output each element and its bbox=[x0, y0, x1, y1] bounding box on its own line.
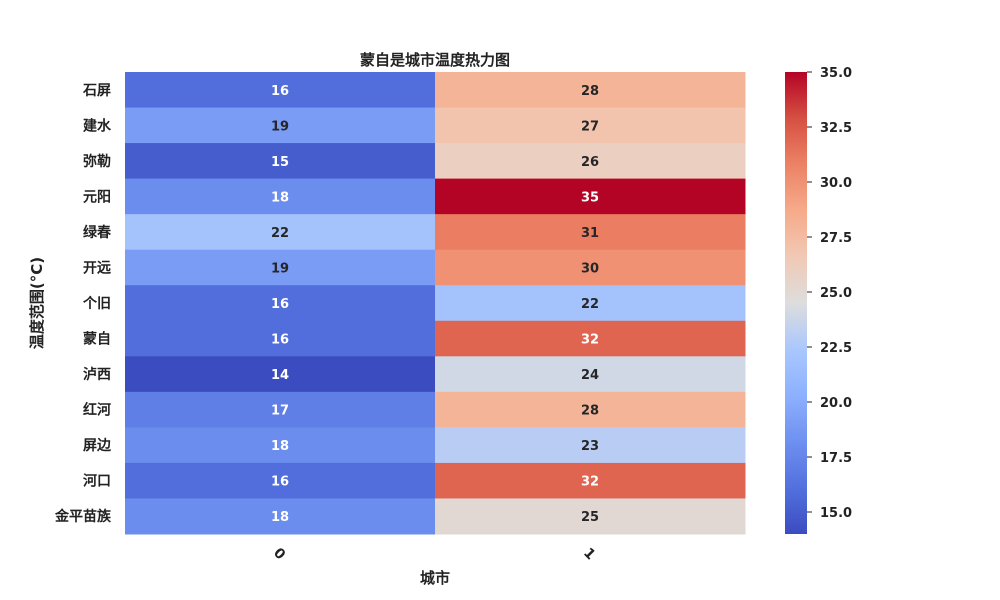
heatmap-cell bbox=[435, 249, 746, 286]
heatmap-cell bbox=[435, 72, 746, 109]
heatmap-cell bbox=[435, 462, 746, 499]
cell-value-label: 32 bbox=[581, 333, 599, 348]
heatmap-cell bbox=[125, 462, 436, 499]
colorbar-tick-label: 35.0 bbox=[820, 66, 852, 81]
colorbar bbox=[785, 72, 807, 534]
cell-value-label: 18 bbox=[271, 439, 289, 454]
cell-value-label: 28 bbox=[581, 84, 599, 99]
y-tick-label: 石屏 bbox=[82, 83, 111, 99]
cell-value-label: 22 bbox=[271, 226, 289, 241]
heatmap-cell bbox=[435, 143, 746, 180]
cell-value-label: 26 bbox=[581, 155, 599, 170]
heatmap-cell bbox=[125, 178, 436, 215]
heatmap-cell bbox=[435, 285, 746, 322]
heatmap-cell bbox=[125, 391, 436, 428]
colorbar-tick-label: 25.0 bbox=[820, 286, 852, 301]
heatmap-cell bbox=[435, 214, 746, 251]
cell-value-label: 32 bbox=[581, 475, 599, 490]
cell-value-label: 22 bbox=[581, 297, 599, 312]
cell-value-label: 31 bbox=[581, 226, 599, 241]
cell-value-label: 16 bbox=[271, 333, 289, 348]
heatmap-cell bbox=[125, 107, 436, 144]
y-tick-label: 绿春 bbox=[83, 224, 112, 241]
colorbar-tick-label: 30.0 bbox=[820, 176, 852, 191]
cell-value-label: 14 bbox=[271, 368, 289, 383]
y-tick-label: 元阳 bbox=[83, 189, 111, 205]
heatmap-cell bbox=[125, 143, 436, 180]
cell-value-label: 28 bbox=[581, 404, 599, 419]
cell-value-label: 19 bbox=[271, 119, 289, 134]
cell-value-label: 35 bbox=[581, 190, 599, 205]
y-tick-label: 红河 bbox=[83, 402, 111, 419]
cell-value-label: 16 bbox=[271, 297, 289, 312]
heatmap-cell bbox=[125, 72, 436, 109]
colorbar-tick-label: 17.5 bbox=[820, 451, 852, 466]
cell-value-label: 15 bbox=[271, 155, 289, 170]
heatmap-cell bbox=[125, 320, 436, 357]
cell-value-label: 17 bbox=[271, 404, 289, 419]
colorbar-tick-label: 22.5 bbox=[820, 341, 852, 356]
heatmap-cell bbox=[125, 427, 436, 464]
heatmap-cell bbox=[125, 498, 436, 535]
heatmap-cell bbox=[435, 391, 746, 428]
cell-value-label: 16 bbox=[271, 475, 289, 490]
cell-value-label: 23 bbox=[581, 439, 599, 454]
cell-value-label: 19 bbox=[271, 261, 289, 276]
x-tick-label: 0 bbox=[270, 545, 288, 563]
cell-value-label: 25 bbox=[581, 510, 599, 525]
heatmap-cells: 16 28 19 27 15 26 18 35 22 31 19 30 16 22 16 32 14 24 17 28… bbox=[125, 72, 746, 535]
cell-value-label: 18 bbox=[271, 190, 289, 205]
heatmap-cell bbox=[435, 498, 746, 535]
heatmap-cell bbox=[125, 285, 436, 322]
cell-value-label: 24 bbox=[581, 368, 599, 383]
chart-title: 蒙自是城市温度热力图 bbox=[360, 51, 510, 69]
cell-value-label: 27 bbox=[581, 119, 599, 134]
colorbar-ticks: 15.0 17.5 20.0 22.5 25.0 27.5 30.0 32.5 35.0 bbox=[807, 66, 852, 521]
y-tick-label: 建水 bbox=[83, 117, 112, 134]
cell-value-label: 16 bbox=[271, 84, 289, 99]
y-tick-label: 泸西 bbox=[83, 366, 111, 383]
heatmap-cell bbox=[125, 214, 436, 251]
cell-value-label: 30 bbox=[581, 261, 599, 276]
cell-value-label: 18 bbox=[271, 510, 289, 525]
y-tick-label: 开远 bbox=[83, 260, 111, 276]
x-axis-label: 城市 bbox=[420, 569, 450, 587]
colorbar-tick-label: 20.0 bbox=[820, 396, 852, 411]
heatmap-cell bbox=[435, 178, 746, 215]
x-tick-label: 1 bbox=[580, 545, 598, 563]
y-tick-label: 金平苗族 bbox=[54, 508, 112, 525]
y-tick-label: 河口 bbox=[83, 473, 111, 490]
y-tick-label: 蒙自 bbox=[83, 331, 111, 348]
colorbar-tick-label: 27.5 bbox=[820, 231, 852, 246]
colorbar-tick-label: 32.5 bbox=[820, 121, 852, 136]
heatmap-cell bbox=[435, 320, 746, 357]
heatmap-cell bbox=[435, 107, 746, 144]
y-tick-label: 个旧 bbox=[82, 295, 111, 312]
heatmap-cell bbox=[125, 249, 436, 286]
y-tick-label: 屏边 bbox=[83, 438, 112, 454]
y-axis-label: 温度范围(°C) bbox=[28, 257, 46, 349]
colorbar-tick-label: 15.0 bbox=[820, 506, 852, 521]
y-tick-label: 弥勒 bbox=[83, 153, 111, 170]
heatmap-cell bbox=[435, 427, 746, 464]
heatmap-cell bbox=[435, 356, 746, 393]
heatmap-cell bbox=[125, 356, 436, 393]
